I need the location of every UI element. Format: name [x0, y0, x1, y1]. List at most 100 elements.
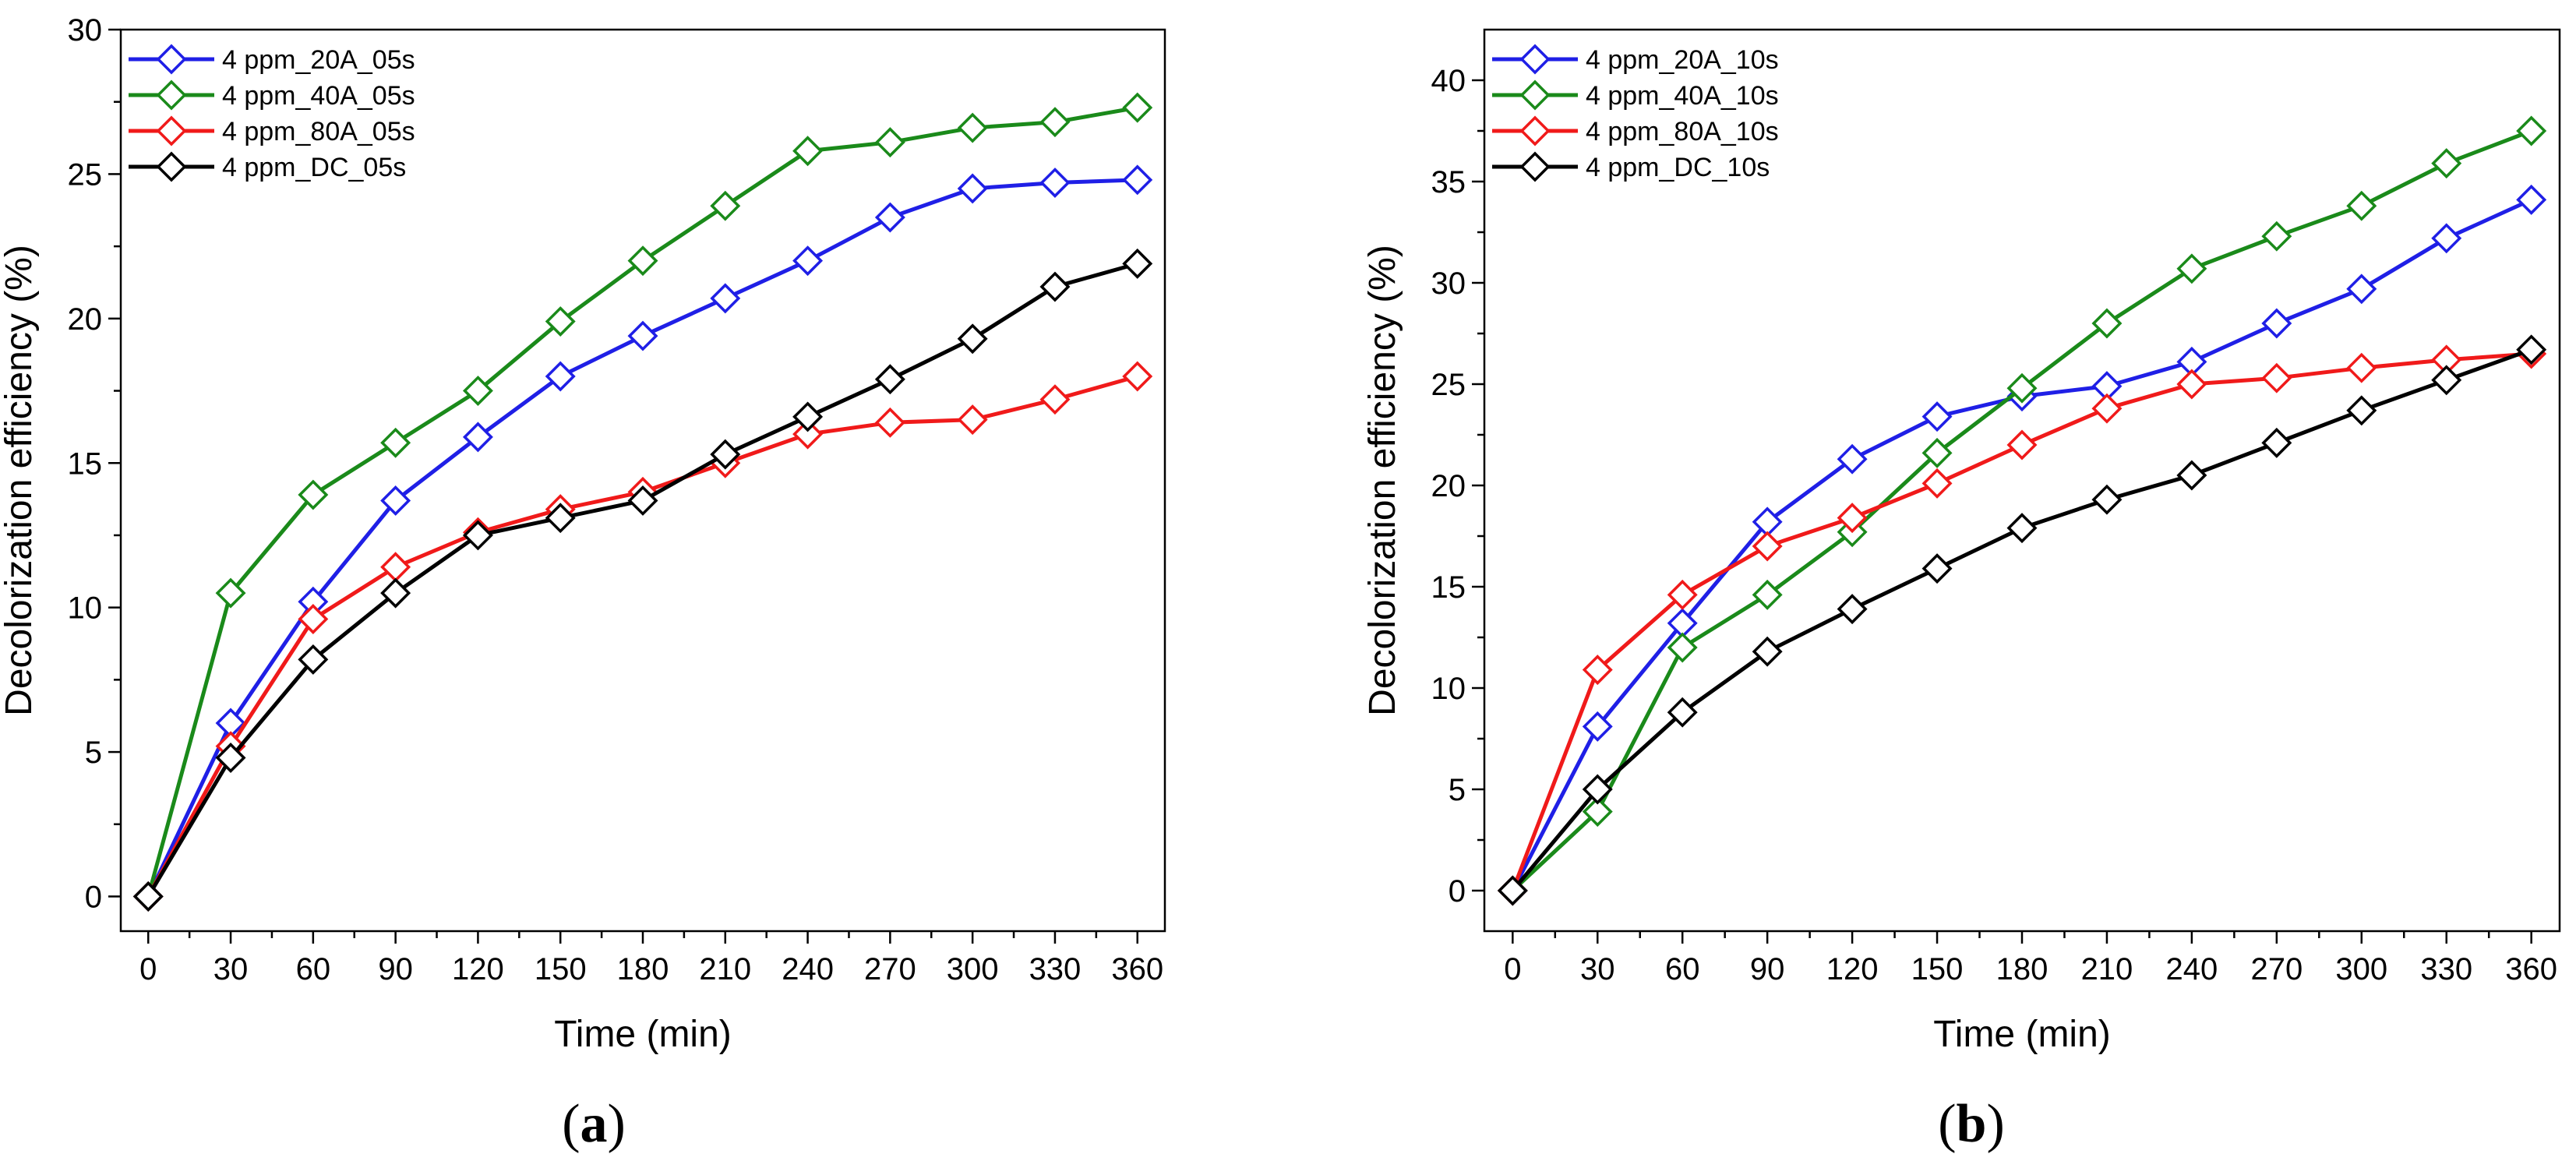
data-point: [132, 881, 164, 912]
legend-swatch-marker: [1519, 115, 1551, 146]
data-point: [2006, 372, 2038, 404]
legend-swatch-marker: [156, 151, 187, 182]
legend-label: 4 ppm_40A_05s: [222, 81, 415, 111]
legend-item: 4 ppm_20A_05s: [129, 44, 415, 75]
data-point: [792, 418, 824, 450]
series-line: [1511, 129, 2532, 892]
data-point: [2006, 429, 2038, 461]
data-point: [874, 202, 905, 233]
data-point: [298, 644, 329, 675]
data-point: [215, 577, 246, 609]
data-point: [2431, 148, 2462, 179]
data-point: [298, 479, 329, 510]
y-tick-label: 30: [68, 13, 103, 48]
data-point: [1039, 168, 1071, 199]
data-point: [1122, 164, 1153, 196]
panel-label: (a): [562, 1094, 626, 1154]
data-point: [710, 190, 741, 221]
x-tick-label: 300: [947, 952, 999, 986]
legend-label: 4 ppm_20A_10s: [1586, 45, 1779, 75]
data-point: [1122, 248, 1153, 279]
legend-swatch-marker: [1519, 44, 1551, 75]
data-point: [380, 577, 411, 609]
data-point: [1752, 579, 1783, 610]
legend-item: 4 ppm_DC_05s: [129, 151, 406, 182]
y-tick-label: 10: [68, 591, 103, 626]
legend-swatch-marker: [156, 44, 187, 75]
legend-label: 4 ppm_80A_05s: [222, 117, 415, 146]
data-point: [2261, 221, 2292, 252]
data-point: [462, 376, 493, 407]
data-point: [1921, 468, 1953, 499]
y-tick-label: 30: [1431, 266, 1466, 301]
y-tick-label: 40: [1431, 64, 1466, 98]
legend-label: 4 ppm_20A_05s: [222, 45, 415, 75]
series-20A: [132, 164, 1153, 912]
x-tick-label: 150: [535, 952, 587, 986]
legend-item: 4 ppm_40A_10s: [1492, 79, 1779, 111]
data-point: [1921, 553, 1953, 584]
data-point: [792, 136, 824, 167]
series-DC: [132, 248, 1153, 912]
data-point: [1837, 443, 1868, 475]
x-tick-label: 90: [378, 952, 413, 986]
x-tick-label: 60: [296, 952, 331, 986]
data-point: [710, 439, 741, 470]
data-point: [957, 404, 988, 436]
data-point: [2516, 115, 2547, 146]
data-point: [1582, 774, 1613, 805]
data-point: [2091, 393, 2123, 424]
y-tick-label: 15: [68, 446, 103, 481]
data-point: [2091, 308, 2123, 339]
data-point: [627, 245, 658, 277]
series-line: [146, 178, 1138, 898]
x-axis-title: Time (min): [554, 1014, 732, 1055]
data-point: [1039, 107, 1071, 138]
series-80A: [1497, 338, 2547, 906]
data-point: [545, 503, 576, 534]
data-point: [2346, 395, 2377, 426]
x-tick-label: 240: [782, 952, 834, 986]
data-point: [2176, 460, 2207, 491]
y-tick-label: 10: [1431, 672, 1466, 706]
data-point: [462, 520, 493, 551]
x-tick-label: 360: [2505, 952, 2557, 986]
data-point: [2516, 184, 2547, 215]
legend-swatch-marker: [1519, 79, 1551, 111]
data-point: [2176, 253, 2207, 284]
x-tick-label: 0: [1504, 952, 1521, 986]
legend-swatch-marker: [1519, 151, 1551, 182]
x-tick-label: 120: [1826, 952, 1879, 986]
data-point: [957, 112, 988, 143]
legend-item: 4 ppm_80A_10s: [1492, 115, 1779, 146]
data-point: [380, 427, 411, 458]
data-point: [1921, 437, 1953, 468]
data-point: [1837, 594, 1868, 625]
legend-item: 4 ppm_20A_10s: [1492, 44, 1779, 75]
y-tick-label: 25: [1431, 368, 1466, 402]
y-tick-label: 25: [68, 157, 103, 192]
series-DC: [1497, 334, 2547, 906]
y-tick-label: 5: [1449, 773, 1466, 807]
x-tick-label: 180: [1996, 952, 2048, 986]
data-point: [1039, 384, 1071, 415]
panel-label: (b): [1938, 1094, 2005, 1154]
series-line: [146, 261, 1138, 898]
y-axis-title: Decolorization efficiency (%): [1362, 245, 1403, 716]
data-point: [1667, 632, 1698, 663]
x-tick-label: 30: [1580, 952, 1615, 986]
x-tick-label: 270: [864, 952, 916, 986]
legend-label: 4 ppm_DC_05s: [222, 153, 406, 182]
data-point: [1667, 579, 1698, 610]
x-tick-label: 210: [699, 952, 751, 986]
data-point: [1837, 503, 1868, 534]
y-tick-label: 20: [1431, 469, 1466, 503]
series-40A: [1497, 115, 2547, 906]
data-point: [215, 743, 246, 773]
y-tick-label: 35: [1431, 165, 1466, 199]
x-tick-label: 360: [1111, 952, 1163, 986]
x-tick-label: 330: [2420, 952, 2472, 986]
legend-item: 4 ppm_80A_05s: [129, 115, 415, 146]
data-point: [380, 485, 411, 516]
data-point: [1497, 875, 1528, 906]
